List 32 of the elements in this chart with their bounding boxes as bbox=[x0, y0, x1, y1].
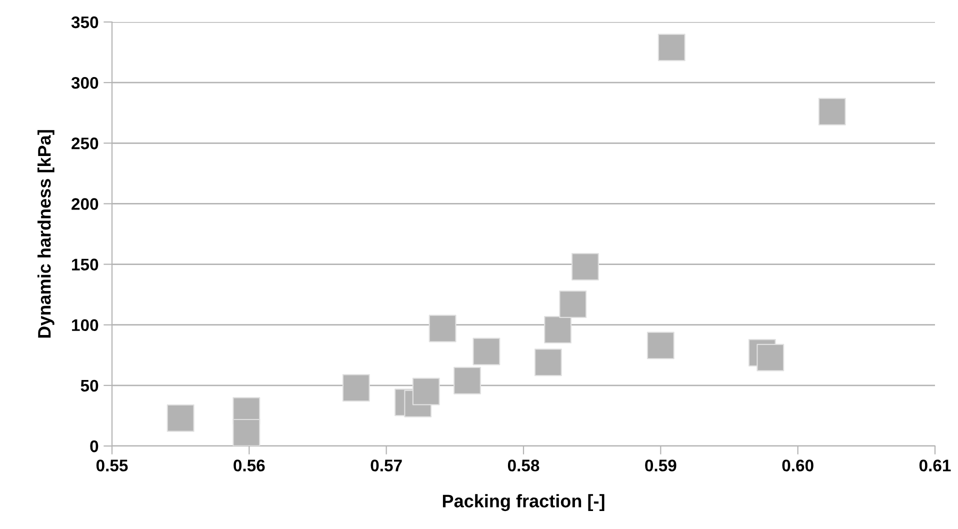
point bbox=[544, 316, 572, 344]
point bbox=[428, 314, 456, 342]
y-tick-label: 0 bbox=[90, 440, 98, 452]
x-tick-label: 0.56 bbox=[234, 460, 265, 472]
y-tick-label: 300 bbox=[71, 76, 98, 89]
point bbox=[818, 98, 846, 126]
point bbox=[412, 378, 440, 406]
point bbox=[472, 338, 500, 366]
x-tick-label: 0.60 bbox=[782, 460, 814, 472]
x-axis-title: Packing fraction [-] bbox=[442, 494, 604, 512]
point bbox=[342, 374, 370, 402]
point bbox=[571, 252, 599, 280]
y-tick-label: 350 bbox=[71, 16, 98, 28]
point bbox=[658, 34, 686, 62]
point bbox=[454, 366, 481, 394]
x-tick-label: 0.61 bbox=[919, 460, 951, 472]
x-tick-label: 0.55 bbox=[96, 460, 128, 472]
point bbox=[166, 404, 194, 432]
x-tick-label: 0.59 bbox=[645, 460, 676, 472]
point bbox=[534, 348, 562, 376]
y-tick-label: 100 bbox=[72, 319, 98, 332]
y-tick-label: 50 bbox=[80, 380, 98, 392]
point bbox=[756, 344, 784, 372]
x-tick-label: 0.57 bbox=[370, 460, 402, 472]
point bbox=[232, 418, 260, 446]
point bbox=[559, 290, 587, 318]
y-tick-label: 200 bbox=[72, 198, 98, 210]
y-tick-label: 150 bbox=[72, 258, 98, 270]
x-tick-label: 0.58 bbox=[508, 460, 540, 472]
point bbox=[646, 332, 674, 360]
y-axis-title: Dynamic hardness [kPa] bbox=[38, 130, 54, 338]
y-tick-label: 250 bbox=[72, 138, 98, 150]
